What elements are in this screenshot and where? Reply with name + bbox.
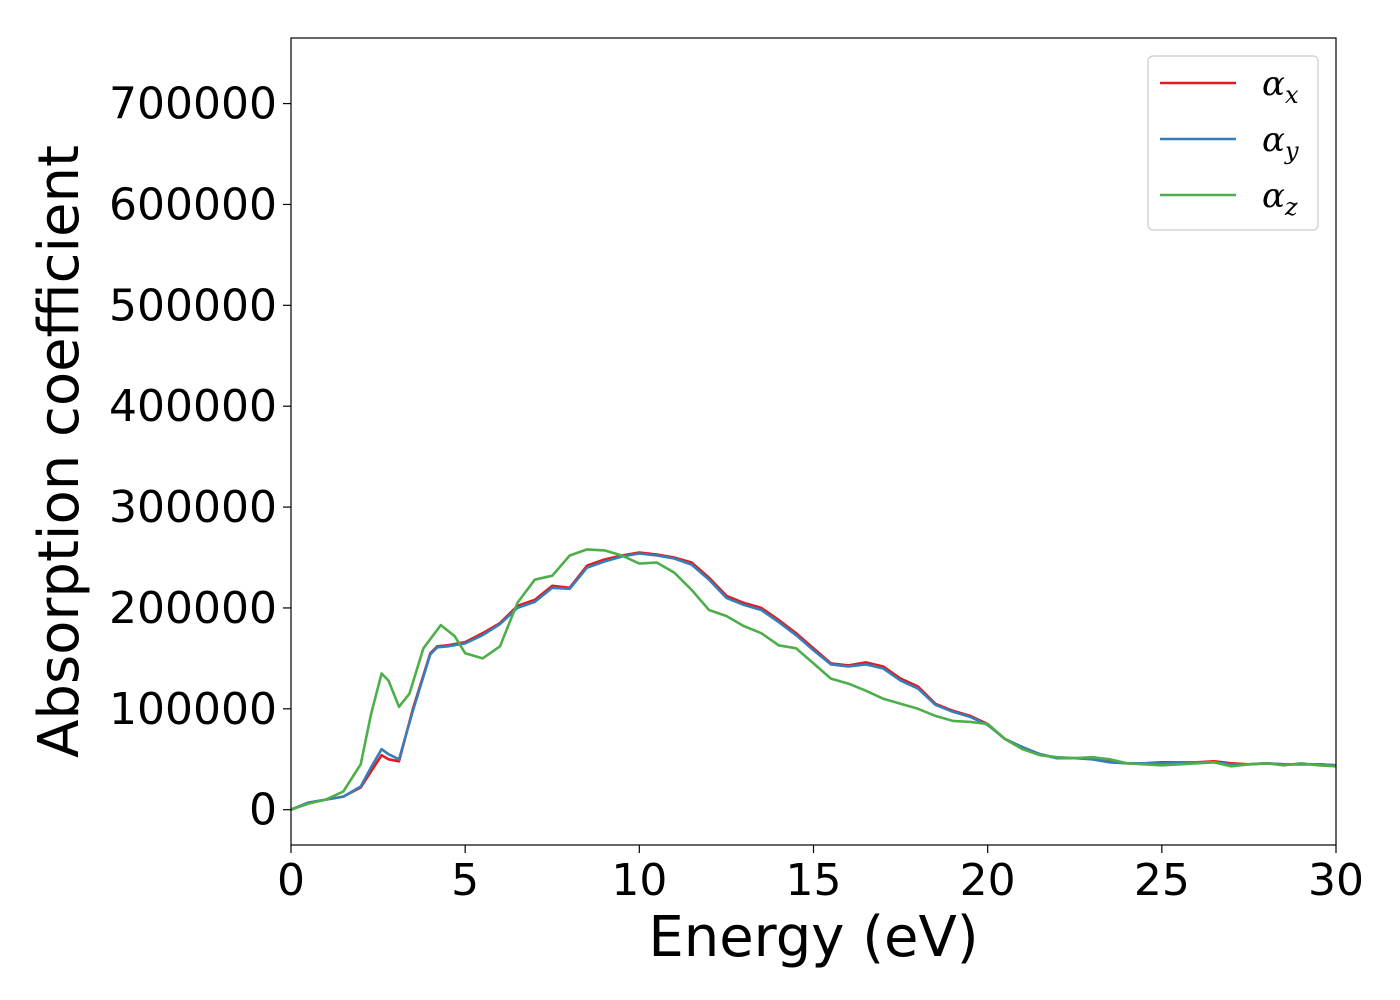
x-axis-title: Energy (eV) [648,905,978,970]
series-line-x [291,551,1336,811]
x-tick-label: 25 [1134,855,1190,906]
legend-box [1147,55,1319,231]
legend-label-subscript: x [1285,81,1299,109]
y-axis-ticks: 0 100000 200000 300000 400000 500000 600000 700… [109,79,291,836]
x-tick-label: 5 [451,855,479,906]
x-tick-label: 30 [1308,855,1364,906]
plot-series [291,548,1336,811]
legend-label-subscript: y [1284,137,1299,165]
x-tick-label: 15 [786,855,842,906]
y-axis-title: Absorption coefficient [27,145,92,758]
x-tick-label: 20 [960,855,1016,906]
series-line-z [291,548,1336,811]
y-tick-label: 0 [249,785,277,836]
x-tick-label: 10 [611,855,667,906]
x-tick-label: 0 [277,855,305,906]
y-tick-label: 600000 [109,179,277,230]
y-tick-label: 100000 [109,684,277,735]
y-tick-label: 400000 [109,381,277,432]
series-line-y [291,552,1336,811]
legend-label-subscript: z [1284,193,1298,221]
y-tick-label: 300000 [109,482,277,533]
y-tick-label: 500000 [109,280,277,331]
y-tick-label: 200000 [109,583,277,634]
legend-label-x: αx [1262,64,1299,109]
legend-label-y: αy [1262,120,1299,165]
plot-frame [290,37,1337,846]
x-axis-ticks: 0 5 10 15 20 25 30 [277,845,1364,906]
y-tick-label: 700000 [109,79,277,130]
